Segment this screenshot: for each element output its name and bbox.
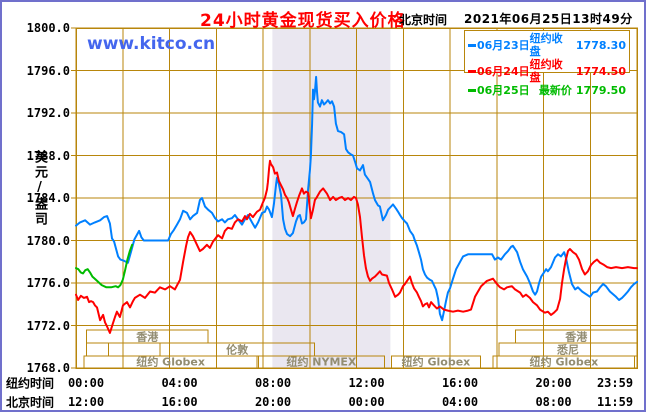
y-axis-label: 1796.0 [26, 63, 70, 78]
x-axis-ny-time-label: 23:59 [596, 376, 634, 390]
price-line-jun23 [75, 75, 638, 322]
header-timezone-label: 北京时间 [399, 13, 448, 27]
legend-row-jun23: 06月23日 纽约收盘 1778.30 [468, 32, 626, 58]
session-label: 纽约 NYMEX [286, 355, 356, 369]
x-axis-ny-time-label: 08:00 [254, 376, 292, 390]
legend-value: 1778.30 [575, 38, 626, 52]
legend-row-jun24: 06月24日 纽约收盘 1774.50 [468, 58, 626, 84]
x-axis-bj-time-label: 12:00 [67, 395, 105, 409]
price-line-jun24 [75, 159, 638, 334]
green-line-swatch-icon [468, 89, 476, 92]
legend-row-jun25: 06月25日 最新价 1779.50 [468, 84, 626, 97]
x-axis-bj-time-label: 16:00 [161, 395, 198, 409]
x-axis-ny-time-row-label: 纽约时间 [6, 376, 55, 391]
legend-date: 06月23日 [477, 38, 530, 52]
session-label: 香港 [135, 330, 159, 344]
legend-label: 最新价 [538, 84, 572, 97]
x-axis-bj-time-label: 11:59 [596, 395, 634, 409]
legend-box: 06月23日 纽约收盘 1778.30 06月24日 纽约收盘 1774.50 … [464, 30, 630, 97]
page-title: 24小时黄金现货买入价格 [200, 11, 406, 31]
x-axis-bj-time-label: 08:00 [535, 395, 572, 409]
y-axis-label: 1792.0 [26, 106, 70, 120]
x-axis-bj-time-label: 04:00 [441, 395, 479, 409]
session-box [108, 342, 161, 357]
red-line-swatch-icon [468, 69, 476, 73]
y-axis-label: 1800.0 [26, 21, 70, 35]
y-axis-label: 1772.0 [26, 318, 70, 333]
y-axis-unit-label: 美元/盎司 [32, 150, 47, 227]
legend-date: 06月24日 [477, 64, 530, 78]
x-axis-bj-time-row-label: 北京时间 [6, 395, 55, 410]
kitco-watermark-link[interactable]: www.kitco.cn [87, 34, 216, 54]
legend-date: 06月25日 [477, 84, 530, 97]
legend-value: 1774.50 [575, 64, 626, 78]
x-axis-ny-time-label: 12:00 [348, 376, 385, 390]
y-axis-label: 1788.0 [26, 148, 70, 163]
x-axis-ny-time-label: 16:00 [441, 376, 479, 390]
session-box [86, 342, 110, 357]
legend-label: 纽约收盘 [529, 58, 563, 84]
y-axis-label: 1768.0 [26, 361, 70, 375]
blue-line-swatch-icon [468, 43, 476, 47]
legend-value: 1779.50 [575, 84, 626, 97]
x-axis-ny-time-label: 00:00 [67, 376, 105, 390]
x-axis-ny-time-label: 20:00 [535, 376, 572, 390]
header-datetime: 2021年06月25日13时49分 [464, 12, 633, 26]
session-box [257, 355, 386, 369]
session-box [492, 355, 636, 369]
y-axis-label: 1780.0 [26, 233, 70, 248]
session-label: 悉尼 [556, 343, 579, 357]
session-box [83, 355, 258, 369]
session-label: 纽约 Globex [530, 355, 599, 369]
x-axis-bj-time-label: 00:00 [348, 395, 385, 409]
session-label: 香港 [564, 330, 588, 344]
price-line-jun25 [75, 243, 134, 289]
session-box [391, 355, 481, 369]
legend-label: 纽约收盘 [529, 32, 563, 58]
session-label: 纽约 Globex [136, 355, 205, 369]
y-axis-label: 1784.0 [26, 191, 70, 205]
y-axis-label: 1776.0 [26, 276, 70, 290]
session-label: 纽约 Globex [402, 355, 471, 369]
session-label: 伦敦 [226, 343, 249, 357]
x-axis-bj-time-label: 20:00 [254, 395, 292, 409]
x-axis-ny-time-label: 04:00 [161, 376, 198, 390]
